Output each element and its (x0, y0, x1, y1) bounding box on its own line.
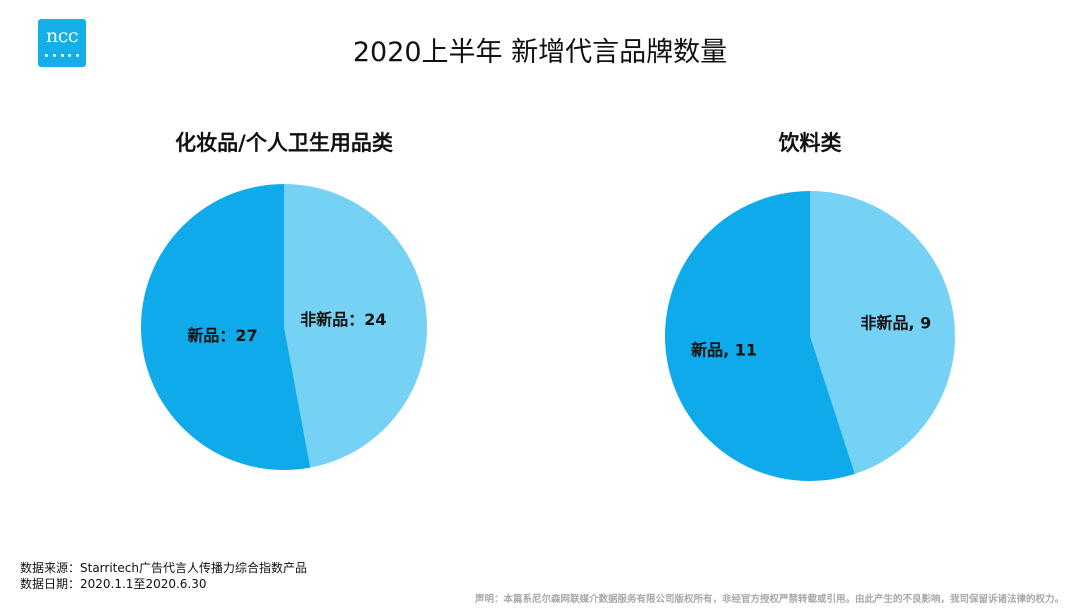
ncc-logo: ncc (38, 19, 86, 67)
data-source-text: 数据来源：Starritech广告代言人传播力综合指数产品 (20, 561, 307, 575)
slice-label-non-new: 非新品：24 (300, 310, 386, 329)
pie-slice-non-new (284, 184, 428, 468)
chart-title-cosmetics: 化妆品/个人卫生用品类 (175, 131, 393, 155)
data-source: 数据来源：Starritech广告代言人传播力综合指数产品 数据日期：2020.… (20, 560, 307, 592)
data-date-text: 数据日期：2020.1.1至2020.6.30 (20, 577, 207, 591)
page-title: 2020上半年 新增代言品牌数量 (352, 37, 728, 68)
pie-chart-beverages: 非新品, 9 新品, 11 (664, 191, 955, 481)
copyright-disclaimer: 声明：本篇系尼尔森网联媒介数据服务有限公司版权所有，非经官方授权严禁转载或引用。… (474, 594, 1064, 605)
logo-text: ncc (45, 25, 79, 47)
logo-dots (45, 54, 79, 57)
slice-label-new: 新品：27 (187, 326, 257, 345)
slice-label-non-new: 非新品, 9 (861, 313, 932, 332)
pie-chart-cosmetics: 非新品：24 新品：27 (141, 184, 428, 470)
slice-label-new: 新品, 11 (691, 341, 757, 360)
pie-slice-new (141, 184, 311, 470)
pie-slice-new (664, 191, 855, 481)
chart-title-beverages: 饮料类 (778, 131, 842, 155)
pie-slice-non-new (810, 191, 955, 474)
